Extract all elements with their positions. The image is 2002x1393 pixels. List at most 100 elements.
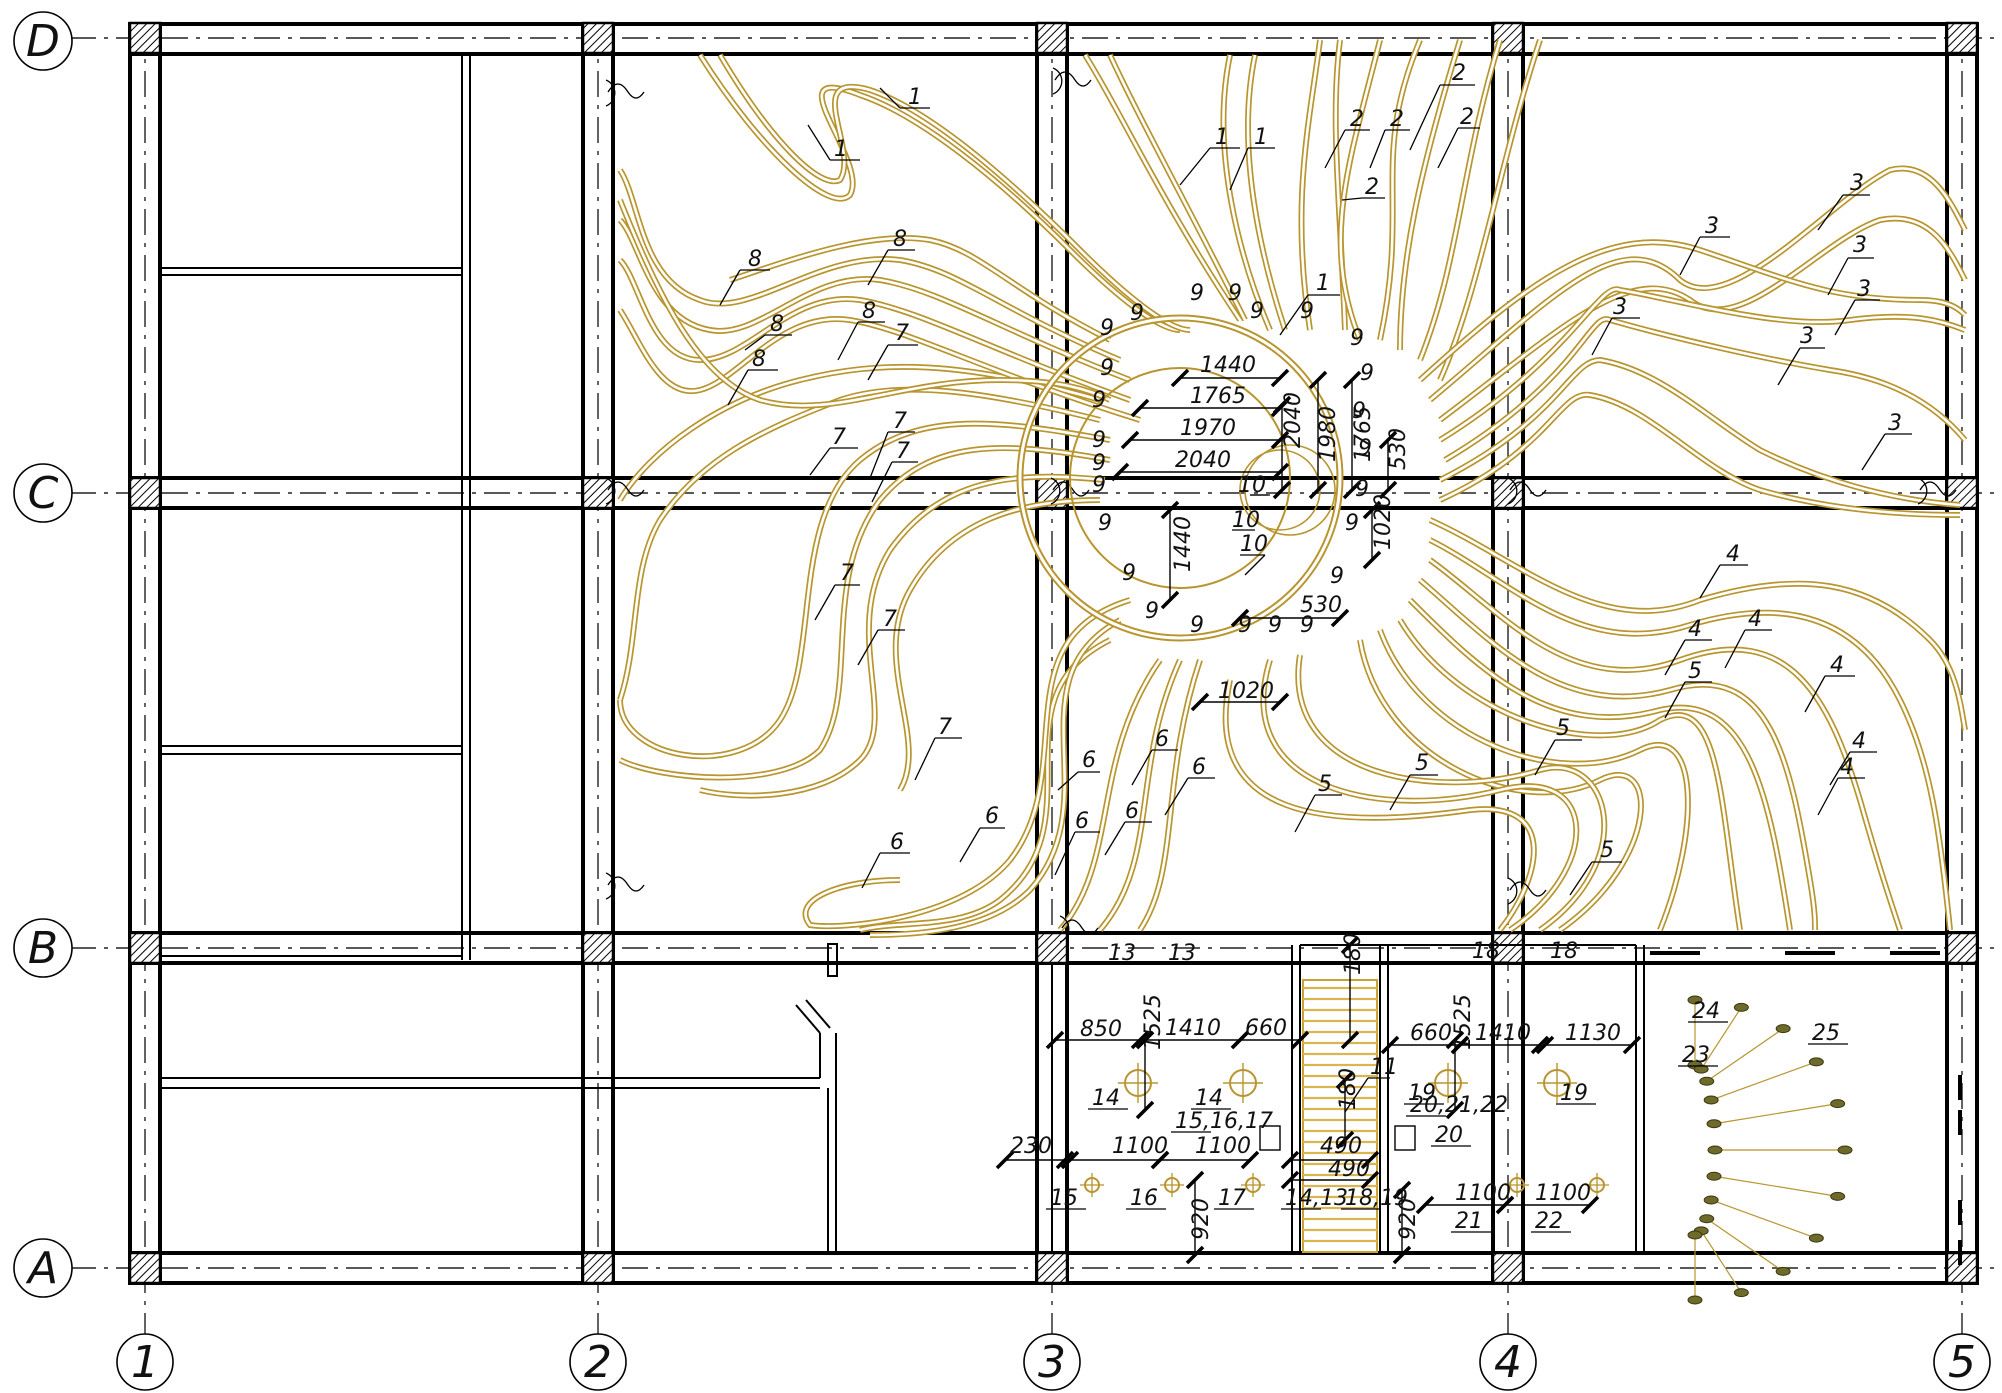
svg-text:7: 7 [895,321,909,346]
fixture-label: 15 [1050,1186,1078,1211]
dimension-value: 180 [1341,933,1366,975]
dimension-tick [1110,462,1130,482]
svg-text:8: 8 [862,299,876,324]
fixture-label: 23 [1682,1043,1710,1068]
cable-run-inner [1439,287,1966,442]
dimension-value: 1440 [1200,353,1256,378]
svg-text:7: 7 [938,715,952,740]
dimension-tick [1150,1150,1170,1170]
callout-8-a: 8 [719,247,770,306]
lamp-dot [1687,1230,1703,1240]
cable-run-inner [618,388,1101,701]
callout-1-c: 1 [1179,125,1240,186]
fixtures [1080,1063,1609,1197]
cable-run [1417,39,1503,362]
callout-9: 9 [1092,388,1106,413]
svg-text:6: 6 [1125,799,1139,824]
dimension-value: 920 [1189,1198,1214,1240]
wire-connector [607,83,645,99]
cable-run-inner [1444,317,1966,462]
svg-text:5: 5 [1318,772,1332,797]
lamp-dot [1699,1076,1715,1086]
callout-9: 9 [1238,613,1252,638]
cable-run-inner [869,618,1121,937]
callouts: 1 1 1 1 1 2 2 2 [719,61,1912,1234]
wire-connector-arc [1052,67,1063,95]
callout-9: 9 [1190,613,1204,638]
lamp-dot [1703,1095,1719,1105]
svg-text:7: 7 [883,607,897,632]
lamp-ray [1710,1061,1817,1101]
cable-run-inner [1418,39,1502,361]
dimension-tick [1495,1195,1515,1215]
cable-run-inner [1419,241,1966,381]
callout-9: 9 [1098,511,1112,536]
callout-6-f: 6 [1054,809,1100,876]
dimension-tick [1415,1195,1435,1215]
fixture-label: 18 [1472,939,1500,964]
dimension-tick [1622,1035,1642,1055]
fixture-label: 14 [1092,1086,1120,1111]
dimension-tick [1280,1170,1300,1190]
axis-bubble-D: D [13,11,73,71]
fixture-callouts: 13 13 18 18 14 14 19 19 15,16,17 20,21,22 20 15 16 17… [1046,939,1848,1234]
cable-run-inner [1429,538,1952,931]
structural-columns [128,21,1979,1285]
svg-text:3: 3 [1038,1337,1066,1388]
cable-run-inner [1246,54,1287,331]
svg-text:6: 6 [1155,727,1169,752]
cable-run-inner [1297,654,1606,932]
dimension-tick [1060,1150,1080,1170]
dimension-tick [1135,1100,1155,1120]
cable-run-inner [618,309,1141,422]
cable-run-inner [1398,619,1742,931]
lamp-dot-outer [1837,1145,1853,1155]
wire-connector [1061,919,1099,935]
callout-9: 9 [1130,301,1144,326]
callout-2-b: 2 [1369,107,1410,169]
callout-9: 9 [1330,564,1344,589]
fixture-label: 22 [1535,1209,1563,1234]
fixture-label: 13 [1168,941,1196,966]
svg-text:1: 1 [131,1337,159,1388]
dimension-value: 920 [1396,1198,1421,1240]
callout-6-d: 6 [1131,727,1178,786]
dimension-tick [1270,430,1290,450]
svg-text:D: D [26,16,60,67]
callout-9: 9 [1228,281,1242,306]
dimension-tick [1130,398,1150,418]
dimension-value: 530 [1386,428,1411,470]
lamp-dot [1703,1195,1719,1205]
callout-9: 9 [1300,613,1314,638]
dimension-tick [1360,1150,1380,1170]
svg-text:8: 8 [748,247,762,272]
dimension-value: 2040 [1175,448,1231,473]
dimension-tick [1185,1170,1205,1190]
callout-1-a: 1 [879,85,930,110]
column-3-2 [1491,931,1525,965]
column-4-0 [1945,21,1979,55]
column-0-1 [128,476,162,510]
callout-9: 9 [1355,477,1369,502]
lamp-ray [1713,1175,1838,1197]
lamp-ray [1706,1218,1784,1272]
cable-run-inner [718,54,1191,332]
lamp-dot [1706,1171,1722,1181]
svg-text:A: A [25,1243,58,1294]
central-circle [1016,314,1344,642]
dimension-tick [1240,1150,1260,1170]
column-1-2 [581,931,615,965]
dimension-tick [1335,1070,1355,1090]
fixture-label: 20,21,22 [1410,1093,1508,1118]
lamp-dot-outer [1733,1288,1749,1298]
wire-connector [1052,481,1090,497]
callout-6-c: 6 [1057,748,1100,791]
callout-2-c: 2 [1409,61,1475,151]
svg-text:3: 3 [1613,295,1627,320]
callout-8-b: 8 [867,227,915,286]
wire-connector [1919,481,1957,497]
cable-run-inner [804,598,1131,928]
callout-9: 9 [1092,428,1106,453]
switch-symbol [1394,1125,1416,1151]
wire-connector [607,876,645,892]
